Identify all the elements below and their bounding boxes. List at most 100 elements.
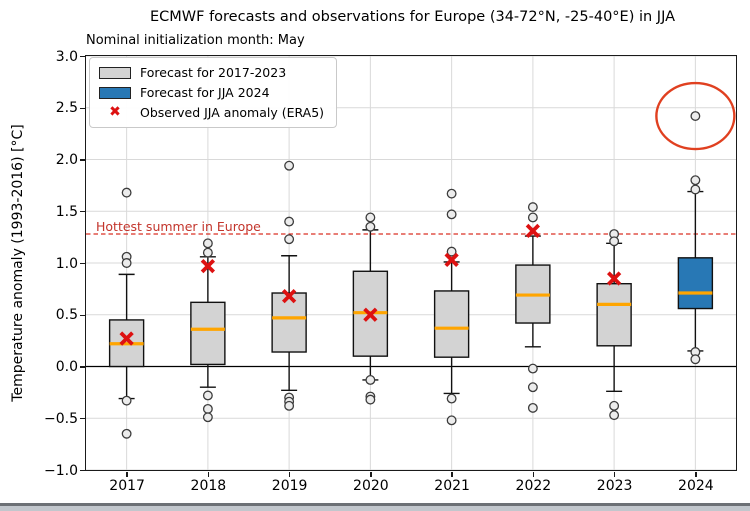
observed-x-2019 [281,288,297,304]
y-tick-mark [80,159,85,161]
window-bottom-shadow [0,506,750,511]
y-tick-mark [80,366,85,368]
y-tick-label-−1.0: −1.0 [44,462,78,479]
x-tick-mark [613,472,616,477]
box-2018 [190,301,226,366]
observed-x-2021 [444,252,459,268]
observed-x-2020 [363,307,378,322]
flier-2020 [365,375,376,385]
y-tick-mark [80,314,85,316]
flier-2024 [690,111,701,121]
hottest-summer-annotation: Hottest summer in Europe [96,218,261,234]
x-tick-mark [207,472,210,477]
chart-title: ECMWF forecasts and observations for Eur… [149,9,676,25]
flier-2018 [202,247,213,258]
x-tick-label-2021: 2021 [434,478,470,494]
flier-2024 [690,175,701,186]
flier-2021 [446,393,457,404]
y-axis-label: Temperature anomaly (1993-2016) [°C] [10,124,26,402]
plot-area: Forecast for 2017-2023 Forecast for JJA 2… [85,55,737,471]
flier-2023 [609,410,620,421]
flier-2021 [446,415,457,426]
x-tick-label-2020: 2020 [353,478,389,494]
observed-x-2023 [606,271,622,286]
y-tick-label-0.5: 0.5 [55,307,78,324]
y-tick-label-−0.5: −0.5 [44,410,78,427]
chart-subtitle: Nominal initialization month: May [86,33,305,48]
window-bottom-edge [0,503,750,506]
flier-2024 [690,184,701,195]
y-tick-label-2.5: 2.5 [55,100,78,117]
legend-item-2: ✖ Observed JJA anomaly (ERA5) [99,105,324,120]
x-tick-mark [370,472,372,477]
box-2023 [596,282,632,347]
box-2021 [433,290,470,358]
x-tick-label-2023: 2023 [596,478,633,494]
flier-2018 [202,238,213,249]
x-tick-mark [695,472,697,477]
observed-x-2022 [525,223,541,239]
flier-2024 [690,354,701,365]
x-tick-label-2018: 2018 [190,478,227,494]
flier-2019 [284,234,295,245]
flier-2022 [527,402,538,413]
flier-2023 [609,236,620,247]
flier-2018 [202,412,213,423]
flier-2023 [609,400,620,411]
observed-x-2018 [200,258,216,274]
flier-2021 [446,188,457,199]
y-tick-label-1.5: 1.5 [55,203,78,220]
y-tick-label-0.0: 0.0 [55,359,78,375]
observed-x-2017 [119,331,134,346]
x-tick-mark [451,472,453,477]
y-tick-mark [80,211,85,213]
boxplot-canvas [86,56,736,470]
x-tick-label-2019: 2019 [271,478,308,494]
legend-label: Observed JJA anomaly (ERA5) [140,105,325,120]
flier-2019 [284,216,295,227]
flier-2017 [121,187,132,198]
flier-2020 [365,221,376,232]
flier-2020 [365,394,376,405]
legend-item-0: Forecast for 2017-2023 [99,65,324,80]
x-tick-label-2017: 2017 [109,478,145,494]
y-tick-mark [80,55,85,58]
y-tick-mark [80,469,85,472]
y-tick-mark [80,418,85,420]
flier-2021 [446,246,457,257]
y-tick-label-1.0: 1.0 [55,255,78,272]
legend-x-marker-icon: ✖ [109,104,121,120]
x-tick-mark [126,472,128,477]
flier-2017 [121,428,132,439]
outlier-circle-annotation [655,81,736,151]
legend-label: Forecast for JJA 2024 [140,85,270,100]
legend-box-swatch [99,66,131,79]
flier-2022 [527,382,538,393]
legend-item-1: Forecast for JJA 2024 [99,85,324,100]
y-tick-mark [80,107,85,109]
flier-2018 [202,403,213,414]
x-tick-label-2022: 2022 [515,478,552,494]
y-tick-mark [80,262,85,265]
flier-2017 [121,395,132,406]
y-tick-label-2.0: 2.0 [55,152,78,168]
box-2024 [677,257,714,310]
flier-2022 [527,212,538,223]
legend: Forecast for 2017-2023 Forecast for JJA 2… [89,57,338,128]
flier-2019 [284,400,295,411]
legend-label: Forecast for 2017-2023 [140,65,287,80]
box-2019 [271,292,307,353]
flier-2019 [284,160,295,171]
flier-2021 [446,209,457,220]
legend-box-swatch [99,86,131,99]
flier-2020 [365,212,376,223]
y-tick-label-3.0: 3.0 [55,48,78,65]
flier-2022 [527,363,538,374]
flier-2018 [202,390,213,401]
flier-2022 [527,202,538,213]
x-tick-mark [288,472,291,477]
flier-2017 [121,258,132,268]
x-tick-mark [532,472,535,477]
x-tick-label-2024: 2024 [678,478,714,494]
